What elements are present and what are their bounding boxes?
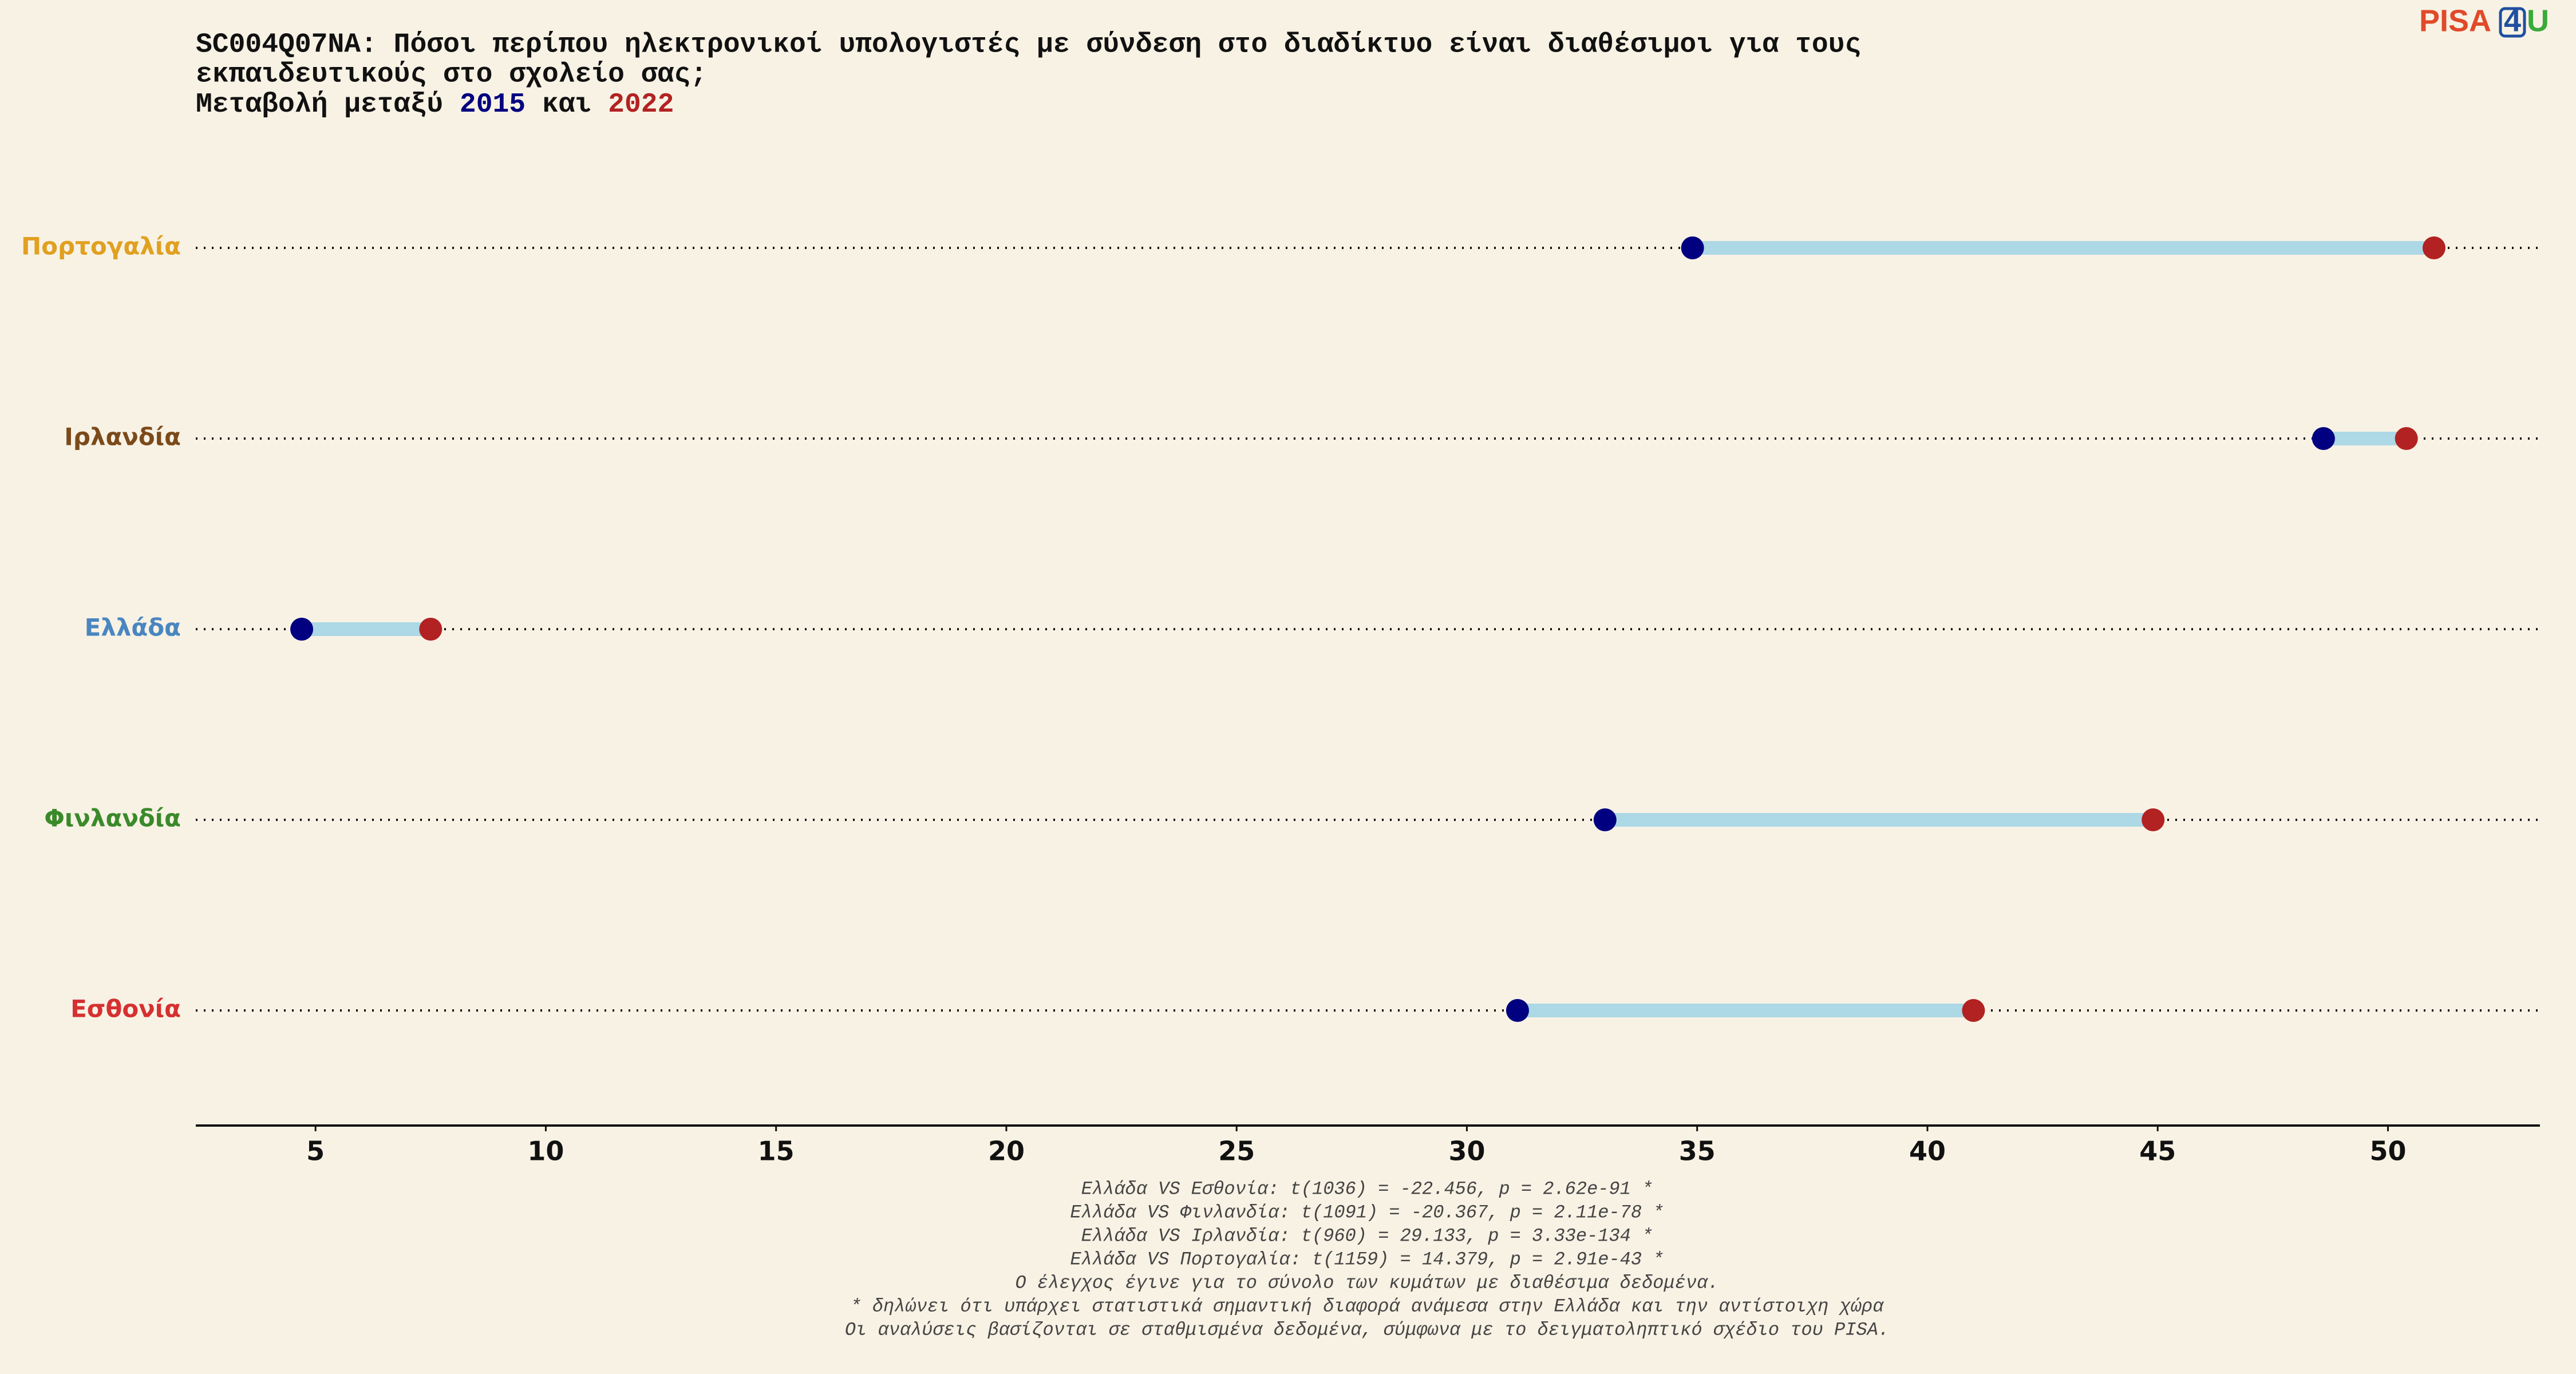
x-tick-label: 15 <box>758 1136 795 1167</box>
footnote: Ελλάδα VS Φινλανδία: t(1091) = -20.367, … <box>1070 1202 1664 1223</box>
point <box>1506 999 1529 1022</box>
x-tick-label: 20 <box>988 1136 1025 1167</box>
subtitle-text: και <box>542 89 591 120</box>
point <box>1593 808 1617 831</box>
point <box>2395 427 2418 450</box>
subtitle-year: 2015 <box>460 89 526 120</box>
chart-subtitle: Μεταβολή μεταξύ 2015 και 2022 <box>196 89 674 120</box>
point <box>2312 427 2335 450</box>
x-tick-label: 10 <box>527 1136 564 1167</box>
category-label: Φινλανδία <box>44 804 181 832</box>
subtitle-text: Μεταβολή μεταξύ <box>196 89 443 120</box>
subtitle-year: 2022 <box>608 89 674 120</box>
point <box>1681 236 1704 259</box>
footnote: Οι αναλύσεις βασίζονται σε σταθμισμένα δ… <box>845 1319 1889 1340</box>
chart-title: εκπαιδευτικούς στο σχολείο σας; <box>196 60 707 90</box>
logo-text: U <box>2527 3 2549 38</box>
point <box>2422 236 2445 259</box>
category-label: Εσθονία <box>70 995 181 1023</box>
footnote: * δηλώνει ότι υπάρχει στατιστικά σημαντι… <box>850 1296 1884 1317</box>
logo-text: 4 <box>2504 3 2521 38</box>
logo-box <box>2499 7 2526 38</box>
x-tick-label: 50 <box>2370 1136 2407 1167</box>
point <box>2142 808 2165 831</box>
chart-title: SC004Q07NA: Πόσοι περίπου ηλεκτρονικοί υ… <box>196 30 1861 61</box>
x-tick-label: 25 <box>1218 1136 1255 1167</box>
x-tick-label: 30 <box>1448 1136 1485 1167</box>
x-tick-label: 5 <box>306 1136 325 1167</box>
x-tick-label: 40 <box>1909 1136 1946 1167</box>
point <box>419 618 442 641</box>
logo-text: PISA <box>2419 3 2491 38</box>
category-label: Ελλάδα <box>85 614 181 642</box>
point <box>1962 999 1985 1022</box>
footnote: Ελλάδα VS Εσθονία: t(1036) = -22.456, p … <box>1081 1178 1653 1199</box>
point <box>290 618 314 641</box>
footnote: Ελλάδα VS Πορτογαλία: t(1159) = 14.379, … <box>1070 1249 1664 1270</box>
category-label: Πορτογαλία <box>21 232 181 260</box>
footnote: Ο έλεγχος έγινε για το σύνολο των κυμάτω… <box>1016 1272 1719 1293</box>
x-tick-label: 35 <box>1679 1136 1716 1167</box>
category-label: Ιρλανδία <box>64 423 181 451</box>
x-tick-label: 45 <box>2139 1136 2176 1167</box>
footnote: Ελλάδα VS Ιρλανδία: t(960) = 29.133, p =… <box>1081 1225 1653 1246</box>
